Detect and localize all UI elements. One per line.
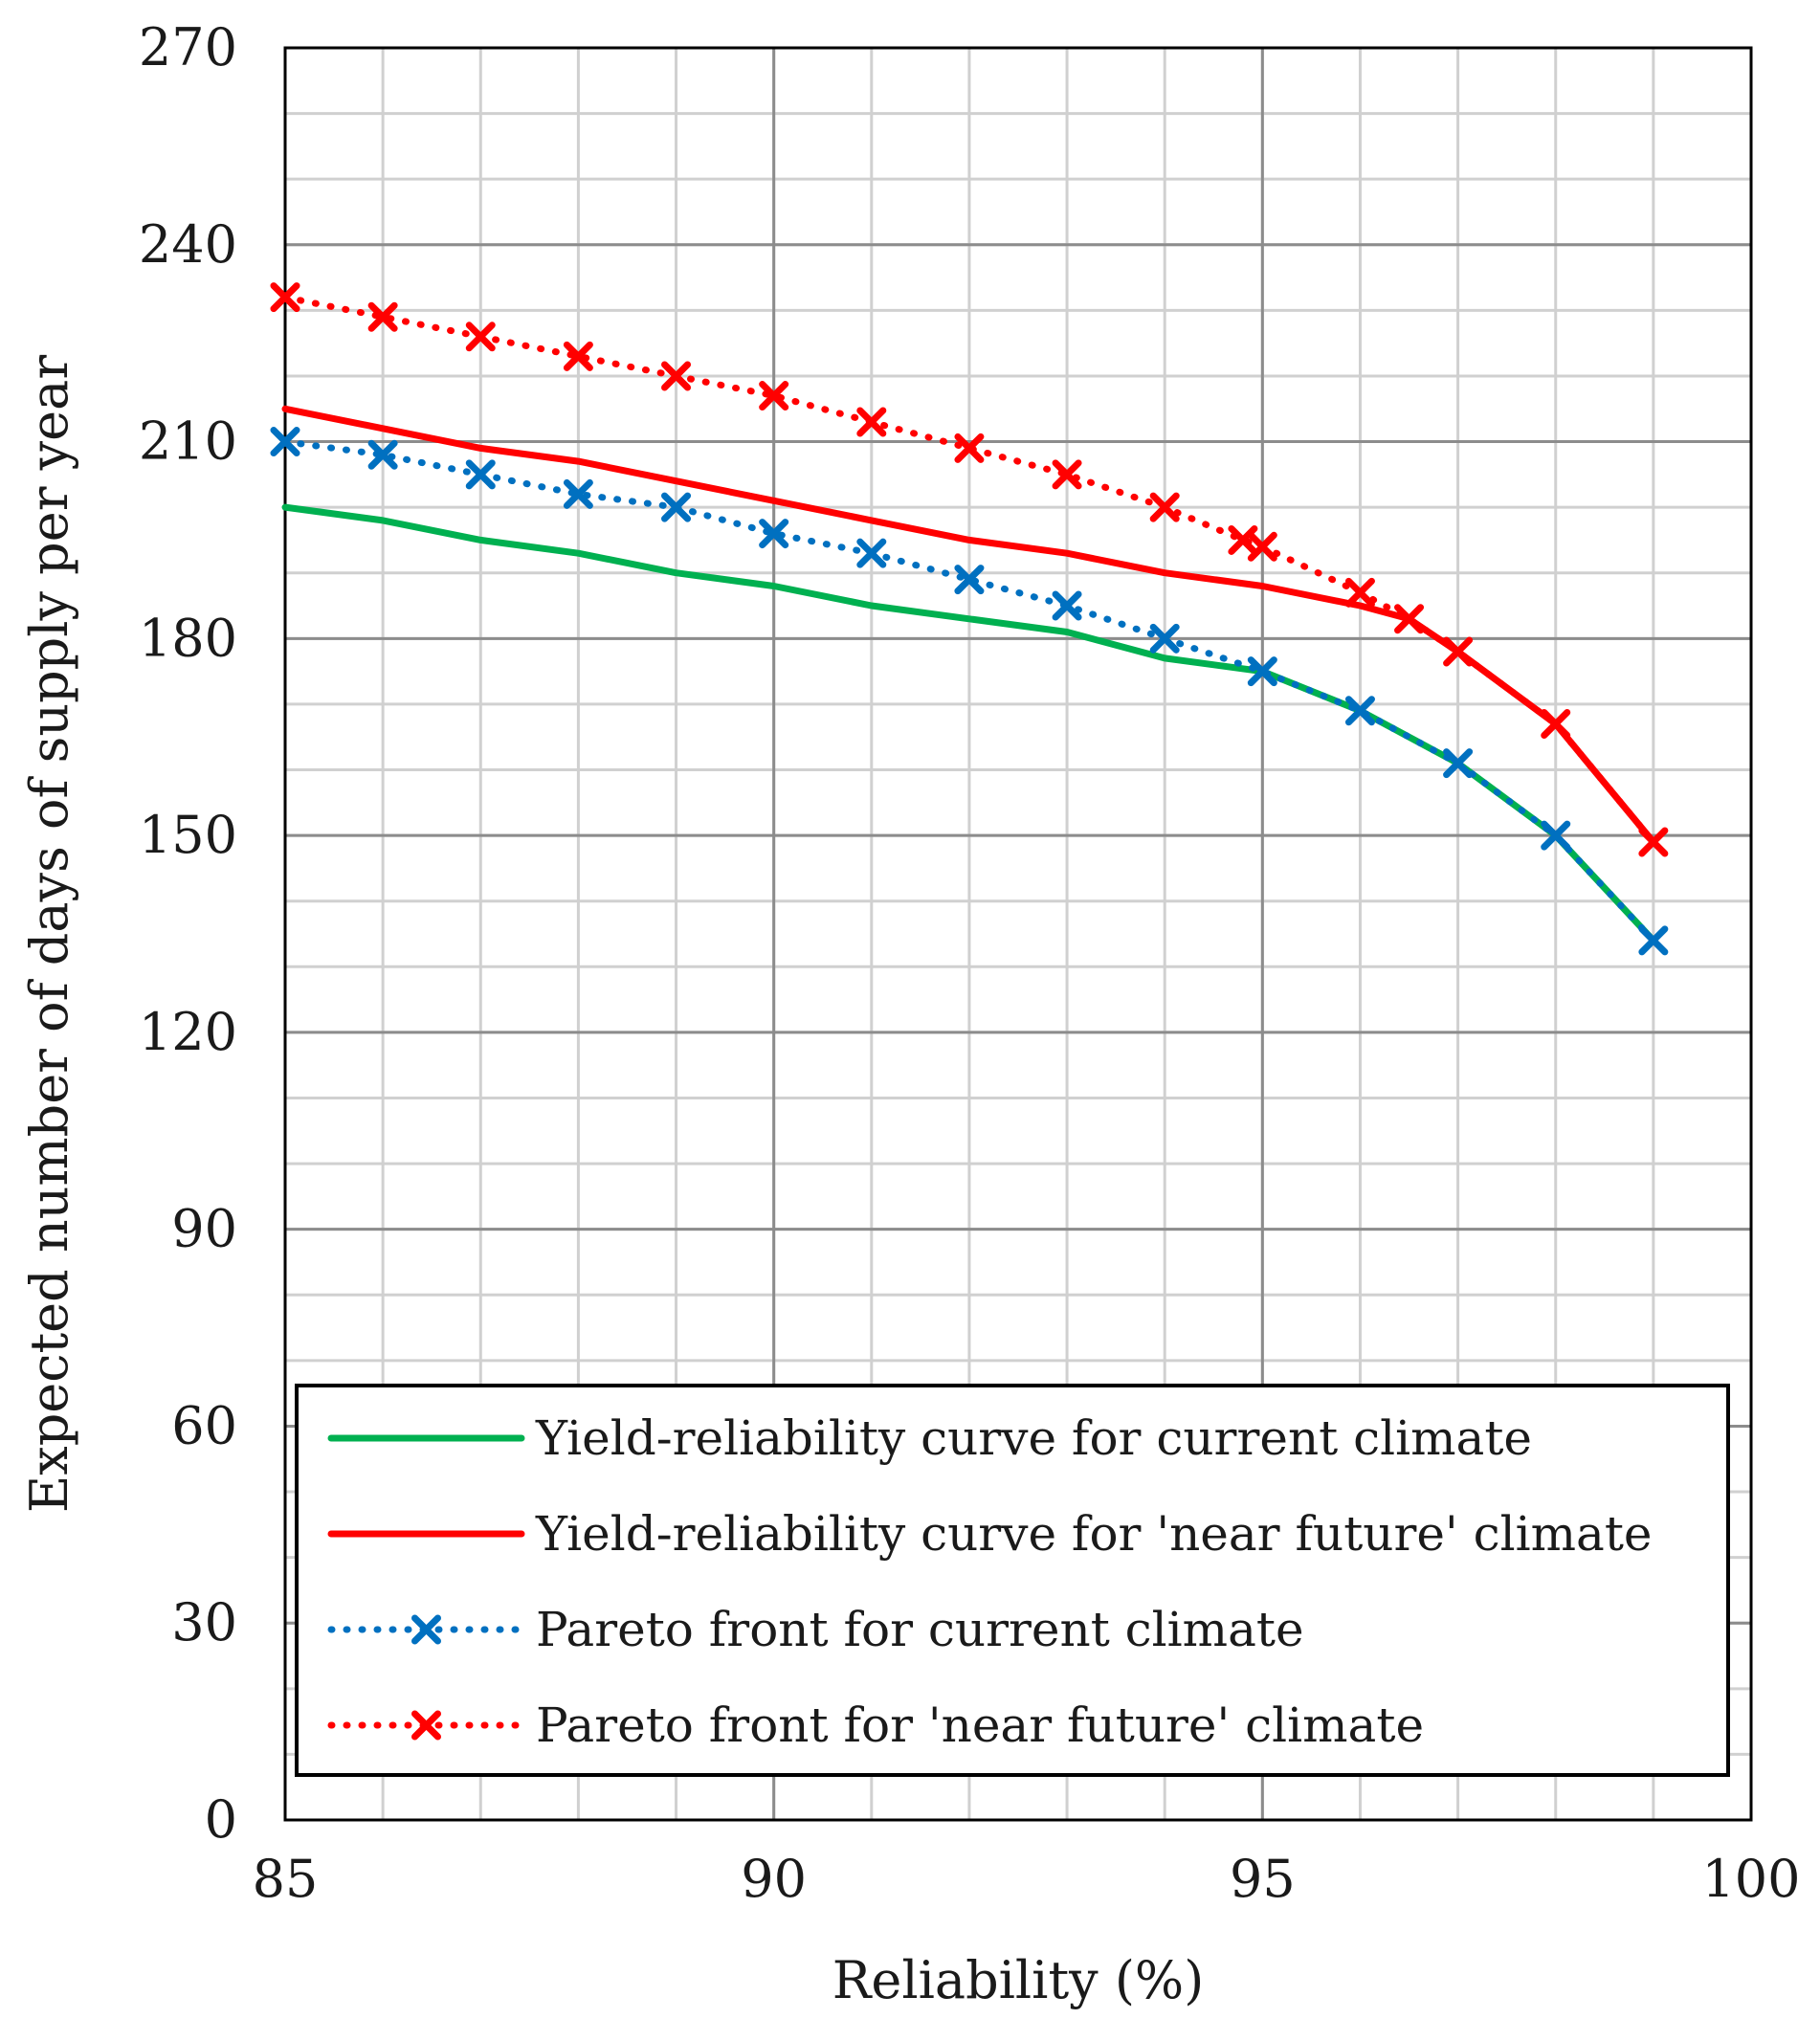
plot-area-frame: [283, 46, 1753, 1822]
data-point-marker: [1052, 590, 1082, 621]
data-point-marker: [1344, 696, 1375, 726]
legend-label-future-yield: Yield-reliability curve for 'near future…: [535, 1506, 1653, 1562]
data-point-marker: [1541, 820, 1571, 851]
data-point-marker: [954, 433, 985, 463]
y-tick-label: 120: [139, 1002, 237, 1062]
data-point-marker: [563, 478, 593, 509]
legend-label-current-pareto: Pareto front for current climate: [536, 1602, 1304, 1657]
y-tick-label: 150: [139, 805, 237, 865]
data-point-marker: [1247, 656, 1277, 687]
y-tick-label: 210: [139, 411, 237, 472]
data-point-marker: [1394, 604, 1425, 634]
data-point-marker: [563, 341, 593, 371]
x-tick-labels: 85 90 95 100: [253, 1849, 1801, 1909]
x-tick-label: 85: [253, 1849, 319, 1909]
data-point-marker: [465, 322, 496, 352]
data-point-marker: [856, 407, 887, 437]
y-tick-label: 0: [205, 1789, 237, 1850]
legend-box: [295, 1384, 1730, 1777]
y-tick-labels: 0 30 60 90 120 150 180 210 240 270: [139, 17, 237, 1850]
x-tick-label: 100: [1701, 1849, 1800, 1909]
data-point-marker: [367, 439, 398, 470]
data-point-marker: [1638, 827, 1669, 857]
data-point-marker: [1052, 459, 1082, 490]
series-line-1: [281, 405, 1657, 846]
data-point-marker: [661, 492, 692, 522]
y-tick-label: 30: [171, 1592, 237, 1653]
data-point-marker: [1638, 925, 1669, 956]
data-point-marker: [367, 301, 398, 332]
legend-sample-marker: [411, 1710, 441, 1741]
data-point-marker: [465, 459, 496, 490]
x-axis-label: Reliability (%): [832, 1950, 1205, 2010]
legend-sample-future-pareto: [327, 1710, 525, 1741]
series-0: [281, 503, 1657, 944]
data-point-marker: [1443, 748, 1474, 779]
legend-sample-current-pareto: [327, 1614, 525, 1645]
data-point-marker: [661, 361, 692, 391]
data-point-marker: [954, 565, 985, 595]
legend: Yield-reliability curve for current clim…: [295, 1384, 1730, 1777]
x-tick-label: 90: [741, 1849, 807, 1909]
data-point-marker: [759, 519, 789, 549]
series-layer: [270, 282, 1669, 956]
y-tick-label: 240: [139, 214, 237, 275]
legend-label-current-yield: Yield-reliability curve for current clim…: [535, 1410, 1532, 1466]
series-2: [270, 427, 1669, 956]
series-line-3: [281, 294, 1657, 846]
y-tick-label: 180: [139, 608, 237, 668]
y-axis-label: Expected number of days of supply per ye…: [19, 355, 79, 1513]
data-point-marker: [1247, 531, 1277, 562]
data-point-marker: [1149, 492, 1180, 522]
series-1: [281, 405, 1657, 846]
data-point-marker: [1149, 623, 1180, 654]
data-point-marker: [1541, 709, 1571, 740]
y-tick-label: 270: [139, 17, 237, 78]
data-point-marker: [1443, 636, 1474, 667]
y-tick-label: 60: [171, 1395, 237, 1455]
series-3: [270, 282, 1669, 857]
data-point-marker: [270, 427, 300, 457]
data-point-marker: [759, 381, 789, 411]
legend-label-future-pareto: Pareto front for 'near future' climate: [536, 1697, 1424, 1753]
series-line-2: [281, 438, 1657, 944]
data-point-marker: [1344, 577, 1375, 608]
data-point-marker: [270, 282, 300, 313]
x-tick-label: 95: [1230, 1849, 1296, 1909]
data-point-marker: [856, 538, 887, 568]
series-line-0: [281, 503, 1657, 944]
legend-sample-marker: [411, 1614, 441, 1645]
y-tick-label: 90: [171, 1199, 237, 1259]
